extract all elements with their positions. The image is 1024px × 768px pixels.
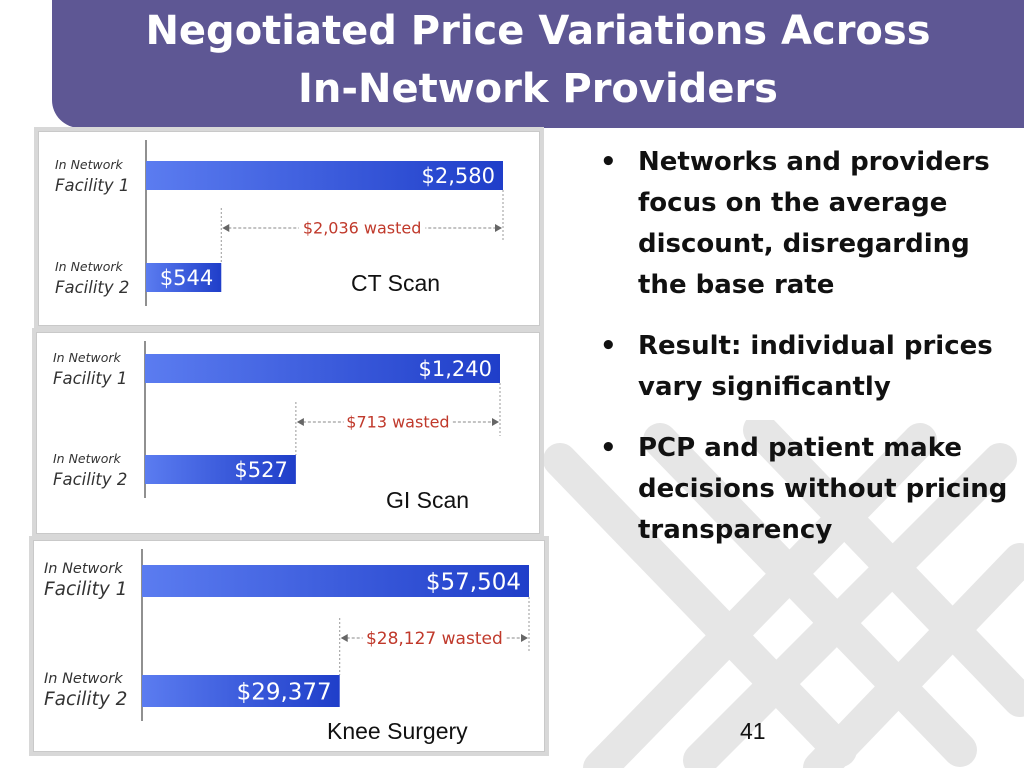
arrowhead-left <box>296 418 304 426</box>
category-label-line-2: Facility 2 <box>44 689 127 710</box>
arrowhead-right <box>521 634 528 642</box>
bar-facility-2 <box>142 675 340 707</box>
chart-panel-knee-surgery: $57,504 In Network Facility 1 $29,377 In Net… <box>33 540 545 752</box>
bar-value-label: $527 <box>234 458 287 482</box>
chart-caption-ct-scan: CT Scan <box>351 270 441 296</box>
category-label-line-1: In Network <box>44 561 123 577</box>
annotation-background <box>343 409 453 430</box>
bullet-item: • Networks and providers focus on the ave… <box>596 142 1024 306</box>
bar-value-label: $2,580 <box>422 164 495 188</box>
bullet-item: • Result: individual prices vary signific… <box>596 326 1024 408</box>
category-label-line-2: Facility 1 <box>53 369 127 388</box>
bar-value-label: $29,377 <box>237 679 332 705</box>
slide-title: Negotiated Price Variations Across In-Ne… <box>52 2 1024 126</box>
category-label-line-2: Facility 2 <box>53 470 127 489</box>
bullet-text: PCP and patient make decisions without p… <box>638 433 1008 545</box>
category-label-line-1: In Network <box>44 671 123 687</box>
wasted-annotation: $713 wasted <box>346 413 449 432</box>
category-label-line-2: Facility 2 <box>55 278 129 297</box>
bar-chart-knee-surgery: $57,504 In Network Facility 1 $29,377 In Net… <box>44 549 530 721</box>
category-label-line-1: In Network <box>55 259 124 274</box>
arrowhead-left <box>222 224 230 232</box>
category-label-line-1: In Network <box>55 157 124 172</box>
chart-panel-gi-scan: $1,240 In Network Facility 1 $527 In Network… <box>36 332 540 534</box>
bar-facility-1 <box>146 161 503 190</box>
title-bar <box>52 0 1024 128</box>
category-label-line-1: In Network <box>53 451 122 466</box>
category-label-line-1: In Network <box>53 350 122 365</box>
bar-value-label: $544 <box>160 266 213 290</box>
bar-value-label: $1,240 <box>419 357 492 381</box>
category-label-line-2: Facility 1 <box>44 579 127 600</box>
bar-facility-1 <box>142 565 529 597</box>
bar-facility-1 <box>145 354 500 383</box>
page-number: 41 <box>740 718 766 744</box>
bullet-marker: • <box>600 331 617 361</box>
wasted-annotation: $28,127 wasted <box>366 629 503 649</box>
annotation-background <box>362 624 506 647</box>
title-line-1: Negotiated Price Variations Across <box>145 8 931 54</box>
bullet-marker: • <box>600 433 617 463</box>
bar-chart-gi-scan: $1,240 In Network Facility 1 $527 In Network… <box>53 341 501 498</box>
wasted-annotation: $2,036 wasted <box>303 219 422 238</box>
title-line-2: In-Network Providers <box>298 66 778 112</box>
arrowhead-left <box>340 634 348 642</box>
bullet-list: • Networks and providers focus on the ave… <box>596 142 1024 571</box>
bullet-text: Result: individual prices vary significa… <box>638 331 993 402</box>
bullet-marker: • <box>600 147 617 177</box>
bar-facility-2 <box>146 263 222 292</box>
annotation-background <box>298 215 426 236</box>
bar-value-label: $57,504 <box>426 569 521 595</box>
bar-facility-2 <box>145 455 296 484</box>
category-label-line-2: Facility 1 <box>55 176 129 195</box>
bullet-text: Networks and providers focus on the aver… <box>638 147 990 300</box>
chart-caption-gi-scan: GI Scan <box>386 487 470 513</box>
arrowhead-right <box>492 418 499 426</box>
arrowhead-right <box>495 224 502 232</box>
background-watermark-graphic <box>543 420 1024 768</box>
bar-chart-ct-scan: $2,580 In Network Facility 1 $544 In Network… <box>55 140 504 306</box>
chart-caption-knee-surgery: Knee Surgery <box>327 718 468 744</box>
bullet-item: • PCP and patient make decisions without … <box>596 428 1024 551</box>
chart-panel-ct-scan: $2,580 In Network Facility 1 $544 In Network… <box>38 131 540 326</box>
